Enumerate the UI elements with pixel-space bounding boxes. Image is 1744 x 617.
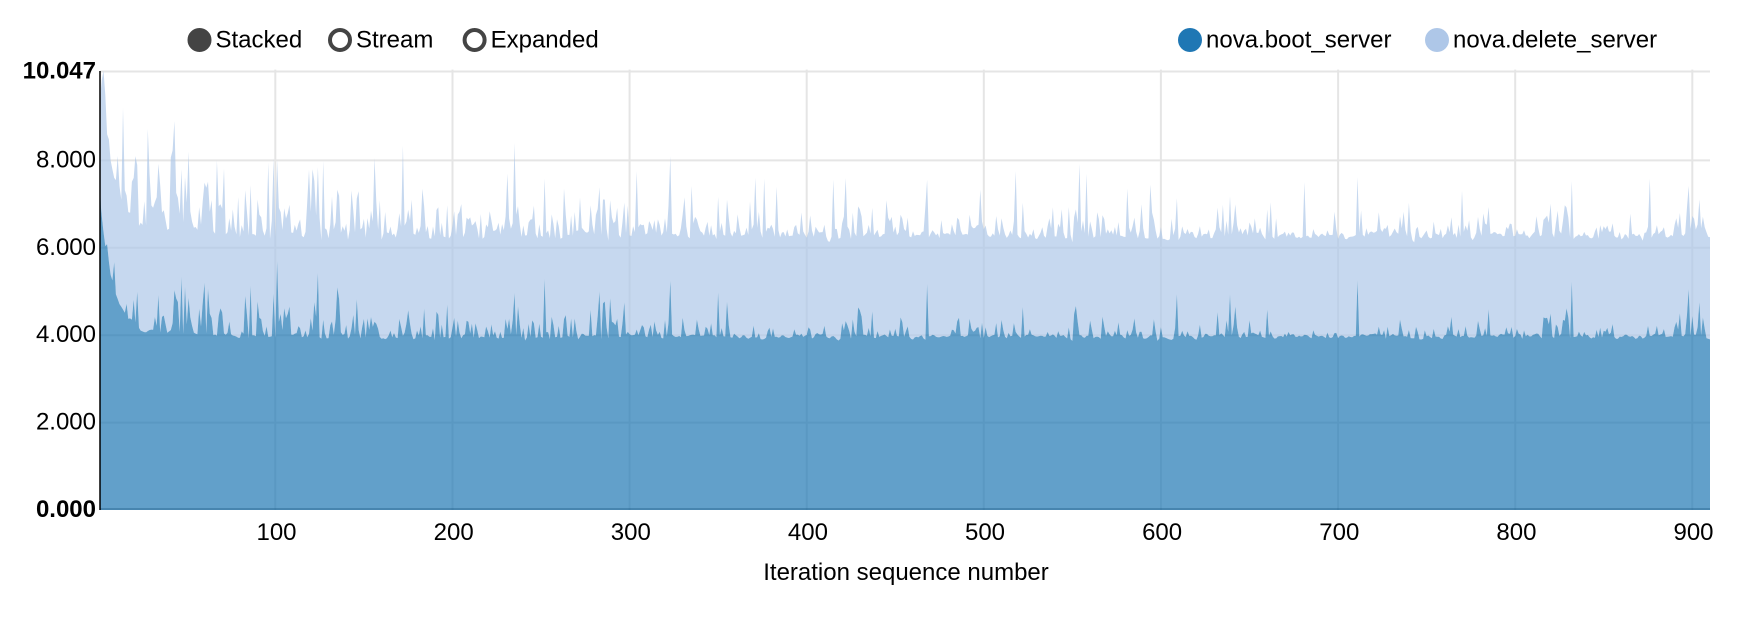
svg-text:nova.boot_server: nova.boot_server bbox=[1206, 27, 1391, 54]
svg-text:0.000: 0.000 bbox=[36, 496, 96, 523]
svg-text:Stacked: Stacked bbox=[216, 27, 303, 54]
svg-text:500: 500 bbox=[965, 519, 1005, 546]
svg-text:8.000: 8.000 bbox=[36, 146, 96, 173]
svg-text:2.000: 2.000 bbox=[36, 409, 96, 436]
svg-text:10.047: 10.047 bbox=[23, 58, 96, 85]
svg-text:4.000: 4.000 bbox=[36, 321, 96, 348]
svg-text:300: 300 bbox=[611, 519, 651, 546]
svg-text:600: 600 bbox=[1142, 519, 1182, 546]
svg-text:400: 400 bbox=[788, 519, 828, 546]
svg-text:800: 800 bbox=[1496, 519, 1536, 546]
svg-text:nova.delete_server: nova.delete_server bbox=[1453, 27, 1657, 54]
svg-text:Expanded: Expanded bbox=[491, 27, 599, 54]
svg-text:6.000: 6.000 bbox=[36, 234, 96, 261]
svg-text:200: 200 bbox=[434, 519, 474, 546]
svg-text:Stream: Stream bbox=[356, 27, 433, 54]
svg-text:900: 900 bbox=[1673, 519, 1713, 546]
svg-text:Iteration sequence number: Iteration sequence number bbox=[763, 559, 1049, 586]
svg-text:700: 700 bbox=[1319, 519, 1359, 546]
svg-text:100: 100 bbox=[256, 519, 296, 546]
